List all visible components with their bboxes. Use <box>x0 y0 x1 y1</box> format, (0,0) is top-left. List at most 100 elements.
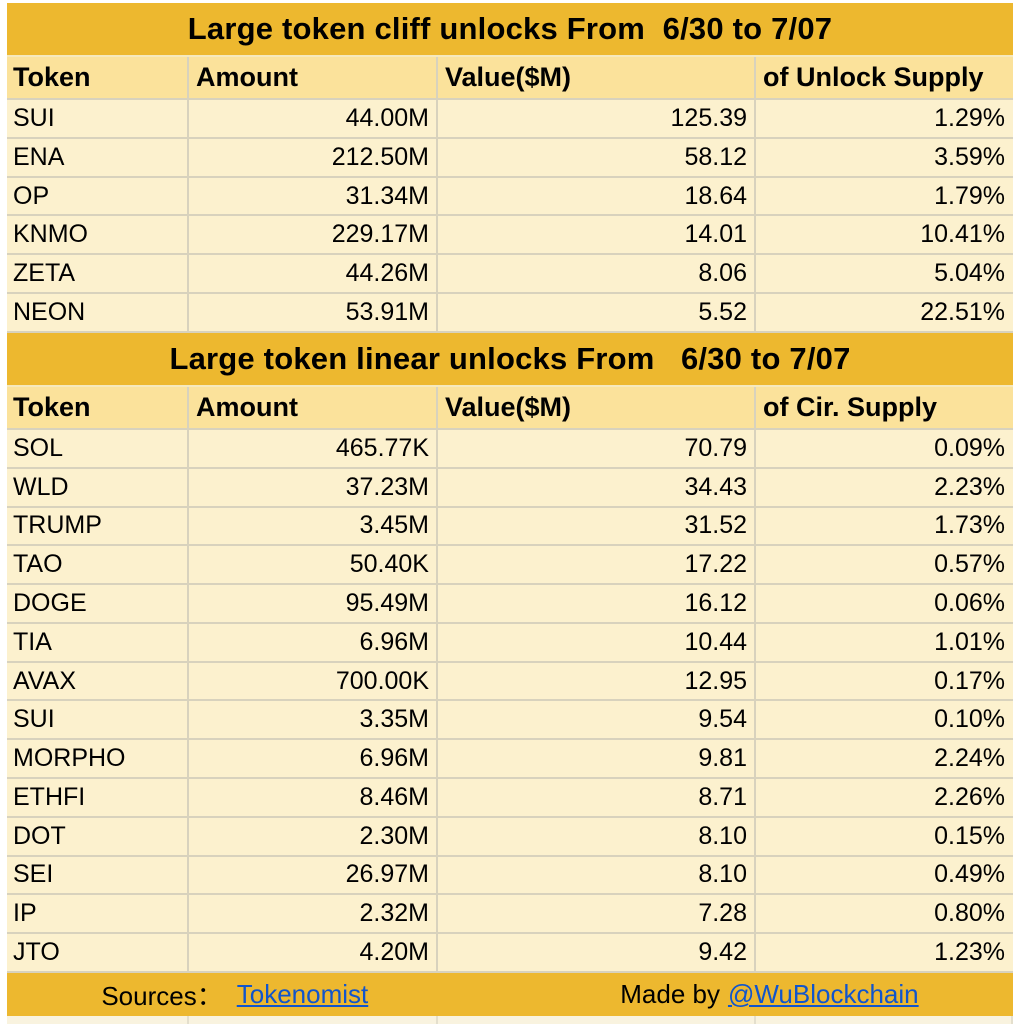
footer-bar: Sources： Tokenomist Made by @WuBlockchai… <box>7 972 1013 1016</box>
amount-cell: 465.77K <box>189 429 438 467</box>
wublockchain-link[interactable]: @WuBlockchain <box>727 978 919 1009</box>
token-cell: DOGE <box>7 585 189 622</box>
table-row: SUI 3.35M 9.54 0.10% <box>7 701 1013 741</box>
token-cell: SUI <box>7 701 189 739</box>
token-cell: DOT <box>7 817 189 855</box>
linear-table-title-bar: Large token linear unlocks From 6/30 to … <box>7 332 1013 387</box>
table-row: ENA 212.50M 58.12 3.59% <box>7 138 1013 178</box>
amount-cell: 6.96M <box>189 740 438 777</box>
table-row: KNMO 229.17M 14.01 10.41% <box>7 216 1013 256</box>
value-cell: 10.44 <box>438 623 756 661</box>
value-cell: 14.01 <box>438 216 756 254</box>
footer-spacing <box>720 994 728 995</box>
empty-cell <box>438 1015 756 1024</box>
linear-table-title: Large token linear unlocks From 6/30 to … <box>169 340 851 376</box>
table-row: JTO 4.20M 9.42 1.23% <box>7 934 1013 973</box>
amount-cell: 212.50M <box>189 138 438 176</box>
table-row: OP 31.34M 18.64 1.79% <box>7 177 1013 217</box>
value-cell: 8.71 <box>438 779 756 816</box>
token-cell: SOL <box>7 429 189 467</box>
supply-cell: 2.23% <box>934 472 1005 501</box>
partial-next-row <box>7 1015 1013 1024</box>
supply-cell: 3.59% <box>934 142 1005 171</box>
amount-cell: 26.97M <box>189 856 438 894</box>
amount-cell: 229.17M <box>189 216 438 254</box>
token-cell: TRUMP <box>7 507 189 545</box>
supply-cell: 0.17% <box>934 666 1005 695</box>
amount-cell: 2.32M <box>189 895 438 933</box>
linear-col-header-amount: Amount <box>189 386 438 428</box>
token-cell: WLD <box>7 468 189 506</box>
token-cell: SEI <box>7 856 189 894</box>
token-cell: TAO <box>7 546 189 584</box>
token-cell: MORPHO <box>7 740 189 777</box>
cliff-col-header-supply: of Unlock Supply <box>763 62 984 92</box>
value-cell: 9.42 <box>438 934 756 971</box>
value-cell: 16.12 <box>438 585 756 622</box>
linear-table-body: SOL 465.77K 70.79 0.09% WLD 37.23M 34.43… <box>7 429 1013 973</box>
table-row: ZETA 44.26M 8.06 5.04% <box>7 255 1013 295</box>
linear-col-header-supply: of Cir. Supply <box>763 391 938 422</box>
amount-cell: 53.91M <box>189 294 438 331</box>
supply-cell: 2.26% <box>934 782 1005 811</box>
amount-cell: 44.00M <box>189 100 438 137</box>
token-cell: IP <box>7 895 189 933</box>
table-row: MORPHO 6.96M 9.81 2.24% <box>7 740 1013 779</box>
supply-cell: 1.23% <box>934 938 1005 967</box>
token-cell: AVAX <box>7 662 189 700</box>
token-cell: OP <box>7 177 189 215</box>
cliff-table-title-bar: Large token cliff unlocks From 6/30 to 7… <box>7 3 1013 57</box>
supply-cell: 2.24% <box>934 744 1005 773</box>
value-cell: 5.52 <box>438 294 756 331</box>
supply-cell: 1.29% <box>934 103 1005 132</box>
token-cell: KNMO <box>7 216 189 254</box>
value-cell: 58.12 <box>438 138 756 176</box>
table-row: DOGE 95.49M 16.12 0.06% <box>7 585 1013 624</box>
supply-cell: 0.10% <box>934 705 1005 734</box>
supply-cell: 1.01% <box>934 627 1005 656</box>
supply-cell: 0.15% <box>934 821 1005 850</box>
supply-cell: 0.80% <box>934 899 1005 928</box>
empty-cell <box>756 1015 1013 1024</box>
footer-spacing <box>223 994 237 995</box>
amount-cell: 6.96M <box>189 623 438 661</box>
value-cell: 8.10 <box>438 856 756 894</box>
supply-cell: 5.04% <box>934 259 1005 288</box>
table-row: AVAX 700.00K 12.95 0.17% <box>7 662 1013 702</box>
value-cell: 12.95 <box>438 662 756 700</box>
amount-cell: 4.20M <box>189 934 438 971</box>
amount-cell: 37.23M <box>189 468 438 506</box>
linear-table-header-row: Token Amount Value($M) of Cir. Supply <box>7 386 1013 430</box>
table-row: SUI 44.00M 125.39 1.29% <box>7 100 1013 139</box>
token-cell: JTO <box>7 934 189 971</box>
value-cell: 7.28 <box>438 895 756 933</box>
empty-cell <box>7 1015 189 1024</box>
value-cell: 9.81 <box>438 740 756 777</box>
supply-cell: 0.09% <box>934 433 1005 462</box>
table-row: SEI 26.97M 8.10 0.49% <box>7 856 1013 896</box>
footer-spacing <box>368 994 620 995</box>
value-cell: 17.22 <box>438 546 756 584</box>
value-cell: 8.10 <box>438 817 756 855</box>
token-cell: TIA <box>7 623 189 661</box>
supply-cell: 0.57% <box>934 550 1005 579</box>
linear-col-header-value: Value($M) <box>438 386 756 428</box>
linear-col-header-token: Token <box>7 386 189 428</box>
value-cell: 18.64 <box>438 177 756 215</box>
tokenomist-link[interactable]: Tokenomist <box>236 978 369 1009</box>
token-cell: ETHFI <box>7 779 189 816</box>
table-row: ETHFI 8.46M 8.71 2.26% <box>7 779 1013 818</box>
amount-cell: 8.46M <box>189 779 438 816</box>
amount-cell: 3.45M <box>189 507 438 545</box>
table-row: TAO 50.40K 17.22 0.57% <box>7 546 1013 586</box>
token-cell: ZETA <box>7 255 189 293</box>
table-row: WLD 37.23M 34.43 2.23% <box>7 468 1013 508</box>
cliff-table-title: Large token cliff unlocks From 6/30 to 7… <box>187 11 833 46</box>
cliff-col-header-value: Value($M) <box>438 57 756 98</box>
token-unlocks-sheet: Large token cliff unlocks From 6/30 to 7… <box>7 3 1013 1024</box>
table-row: TRUMP 3.45M 31.52 1.73% <box>7 507 1013 547</box>
amount-cell: 95.49M <box>189 585 438 622</box>
supply-cell: 1.79% <box>934 181 1005 210</box>
value-cell: 31.52 <box>438 507 756 545</box>
amount-cell: 50.40K <box>189 546 438 584</box>
